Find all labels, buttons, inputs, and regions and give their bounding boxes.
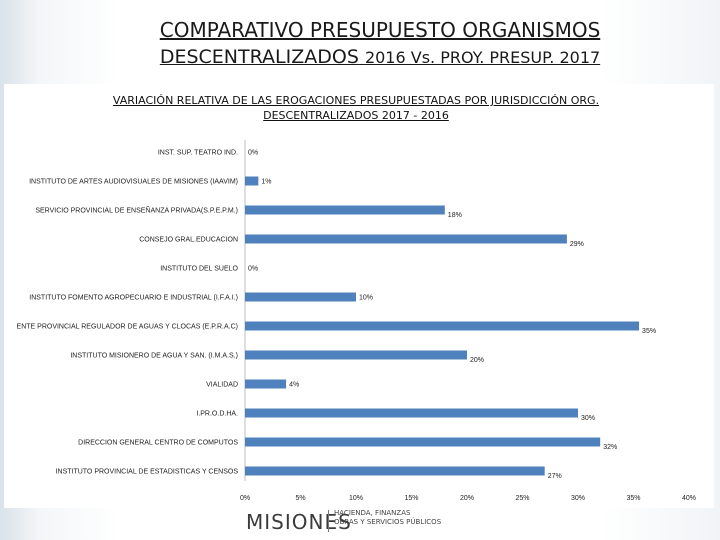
category-label: VIALIDAD [206,382,238,389]
data-label: 27% [548,473,562,480]
bar [245,176,259,186]
x-tick-label: 15% [404,495,418,502]
category-label: INSTITUTO PROVINCIAL DE ESTADISTICAS Y C… [56,469,239,476]
chart-title: VARIACIÓN RELATIVA DE LAS EROGACIONES PR… [112,94,600,122]
x-tick-label: 10% [349,495,363,502]
data-label: 30% [581,415,595,422]
bar [245,379,287,389]
x-tick-label: 20% [460,495,474,502]
data-label: 0% [248,266,258,273]
logo-subtitle: HACIENDA, FINANZAS OBRAS Y SERVICIOS PÚB… [334,509,444,526]
data-label: 18% [448,212,462,219]
x-tick-label: 40% [682,495,696,502]
bar [245,437,601,447]
category-label: SERVICIO PROVINCIAL DE ENSEÑANZA PRIVADA… [35,206,238,215]
data-label: 1% [261,179,271,186]
slide-title-line2: DESCENTRALIZADOS 2016 Vs. PROY. PRESUP. … [0,44,720,71]
bar [245,321,640,331]
category-label: INSTITUTO FOMENTO AGROPECUARIO E INDUSTR… [29,295,238,302]
slide-title-line2-main: DESCENTRALIZADOS [159,46,359,68]
category-label: I.PR.O.D.HA. [196,411,238,418]
bar [245,350,467,360]
bar [245,292,356,302]
data-label: 0% [248,150,258,157]
data-label: 32% [603,444,617,451]
category-label: INST. SUP. TEATRO IND. [158,150,238,157]
bar [245,466,545,476]
category-label: INSTITUTO DEL SUELO [160,266,238,273]
data-label: 20% [470,357,484,364]
x-tick-label: 30% [571,495,585,502]
chart-panel [4,84,714,508]
category-label: ENTE PROVINCIAL REGULADOR DE AGUAS Y CLO… [17,324,238,331]
logo-wordmark: MISIONES [246,510,352,534]
bar [245,408,578,418]
x-tick-label: 35% [626,495,640,502]
x-tick-label: 25% [515,495,529,502]
slide-title: COMPARATIVO PRESUPUESTO ORGANISMOS DESCE… [0,16,720,71]
category-label: DIRECCION GENERAL CENTRO DE COMPUTOS [78,440,238,447]
bar [245,234,567,244]
logo-subtitle-line1: HACIENDA, FINANZAS [334,509,411,517]
category-label: INSTITUTO DE ARTES AUDIOVISUALES DE MISI… [29,179,238,186]
logo-subtitle-line2: OBRAS Y SERVICIOS PÚBLICOS [334,517,442,526]
logo-divider [328,510,329,532]
data-label: 4% [289,382,299,389]
x-tick-label: 5% [295,495,305,502]
category-label: CONSEJO GRAL.EDUCACION [139,237,238,244]
category-label: INSTITUTO MISIONERO DE AGUA Y SAN. (I.M.… [70,353,238,360]
footer-logo: MISIONES HACIENDA, FINANZAS OBRAS Y SERV… [246,508,446,538]
slide-title-line2-small: 2016 Vs. PROY. PRESUP. 2017 [364,48,601,67]
data-label: 29% [570,241,584,248]
data-label: 10% [359,295,373,302]
bar [245,205,445,215]
slide-title-line1: COMPARATIVO PRESUPUESTO ORGANISMOS [159,18,601,42]
data-label: 35% [642,328,656,335]
x-tick-label: 0% [240,495,250,502]
